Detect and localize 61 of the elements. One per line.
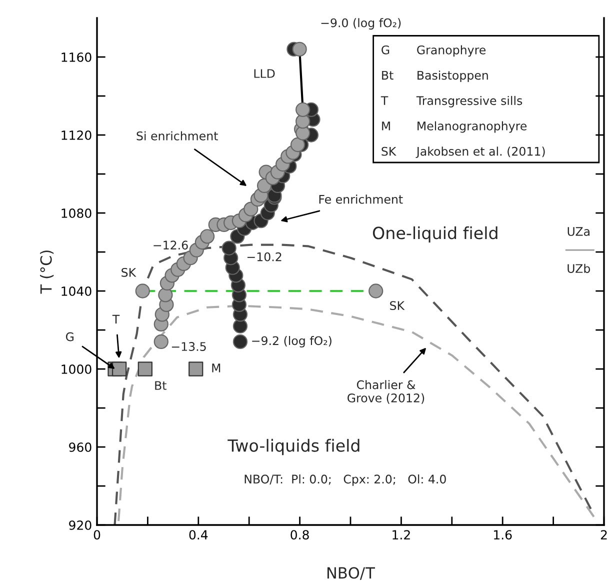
point <box>222 240 236 256</box>
annotation: T <box>112 314 120 324</box>
annotation: Transgressive sills <box>416 96 522 108</box>
annotation: Basistoppen <box>418 70 488 82</box>
annotation: Fe enrichment <box>319 194 403 204</box>
x-axis-title: NBO/T <box>327 567 375 580</box>
annotation: −13.5 <box>172 342 206 351</box>
annotation: Bt <box>382 70 394 80</box>
annotation: −9.0 (log fO₂) <box>321 18 401 30</box>
annotation: M <box>382 122 390 130</box>
point <box>135 284 150 298</box>
y-tick-label: 1040 <box>62 286 92 296</box>
annotation: LLD <box>254 69 275 78</box>
point <box>244 202 258 216</box>
point <box>292 42 307 57</box>
annotation: NBO/T: Pl: 0.0; Cpx: 2.0; Ol: 4.0 <box>244 474 446 486</box>
annotation: SK <box>122 268 136 277</box>
point <box>112 362 127 376</box>
annotation: UZa <box>568 227 590 236</box>
y-tick-label: 1080 <box>62 208 92 218</box>
x-tick-label: 2 <box>600 530 607 540</box>
point <box>296 126 310 140</box>
annotation: Si enrichment <box>136 131 218 140</box>
x-tick-label: 0 <box>94 530 100 540</box>
annotation: −12.6 <box>154 240 188 250</box>
point <box>188 362 204 376</box>
x-tick-label: 0.8 <box>290 530 309 540</box>
y-tick-label: 1160 <box>62 52 92 62</box>
y-axis-title: T (°C) <box>40 250 54 294</box>
annotation: Charlier & Grove (2012) <box>348 380 424 404</box>
annotation: Jakobsen et al. (2011) <box>416 146 545 158</box>
point <box>232 334 248 350</box>
annotation: SK <box>390 301 405 310</box>
annotation: −9.2 (log fO₂) <box>252 336 332 348</box>
annotation: Melanogranophyre <box>418 121 527 133</box>
annotation: M <box>212 364 220 372</box>
annotation: SK <box>382 146 396 156</box>
annotation: Granophyre <box>417 45 486 57</box>
point <box>154 334 168 350</box>
y-tick-label: 960 <box>69 442 92 452</box>
point <box>138 362 152 376</box>
annotation: G <box>66 332 74 342</box>
annotation: −10.2 <box>247 252 282 262</box>
point <box>296 102 310 117</box>
y-tick-label: 1120 <box>62 130 92 140</box>
annotation: One-liquid field <box>372 226 498 243</box>
point <box>200 229 215 244</box>
point <box>290 137 306 152</box>
annotation: UZb <box>568 264 590 273</box>
x-tick-label: 1.2 <box>392 530 410 540</box>
point <box>232 318 248 334</box>
annotation: Two-liquids field <box>228 438 360 456</box>
annotation: T <box>380 96 388 105</box>
x-tick-label: 1.6 <box>494 530 512 540</box>
point <box>158 288 173 302</box>
annotation: G <box>382 45 390 54</box>
annotation: Bt <box>155 381 166 390</box>
x-tick-label: 0.4 <box>189 530 208 540</box>
point <box>368 284 384 298</box>
y-tick-label: 1000 <box>62 364 92 374</box>
y-tick-label: 920 <box>69 520 92 530</box>
